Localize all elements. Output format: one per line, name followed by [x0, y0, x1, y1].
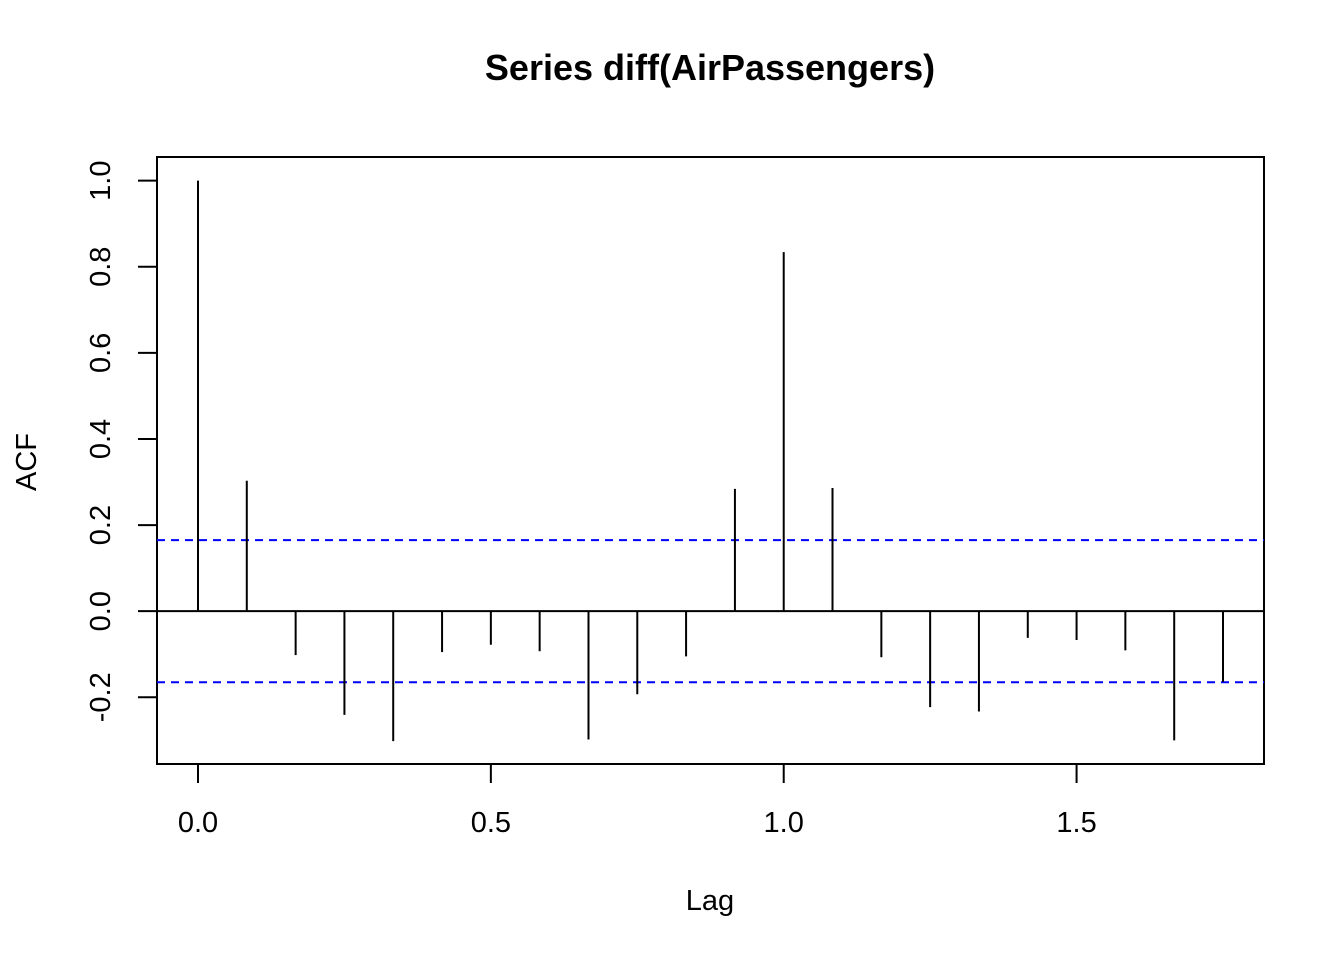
plot-frame: [156, 156, 1265, 765]
y-tick-label-1: 0.0: [85, 591, 117, 631]
y-tick-label-0: -0.2: [85, 672, 117, 722]
x-tick-label-0: 0.0: [178, 807, 218, 839]
y-tick-label-6: 1.0: [85, 161, 117, 201]
x-tick-label-1: 0.5: [471, 807, 511, 839]
y-tick-label-2: 0.2: [85, 505, 117, 545]
x-tick-label-2: 1.0: [764, 807, 804, 839]
chart-marks: 0.0 0.5 1.0 1.5 -0.2 0.0 0.2 0.4 0.6 0.8 1.0: [85, 161, 1264, 839]
x-axis-label: Lag: [686, 885, 734, 917]
chart-title: Series diff(AirPassengers): [485, 47, 935, 88]
y-axis-label: ACF: [11, 433, 43, 491]
x-tick-label-3: 1.5: [1056, 807, 1096, 839]
y-tick-label-3: 0.4: [85, 419, 117, 459]
y-tick-label-4: 0.6: [85, 333, 117, 373]
y-tick-label-5: 0.8: [85, 247, 117, 287]
